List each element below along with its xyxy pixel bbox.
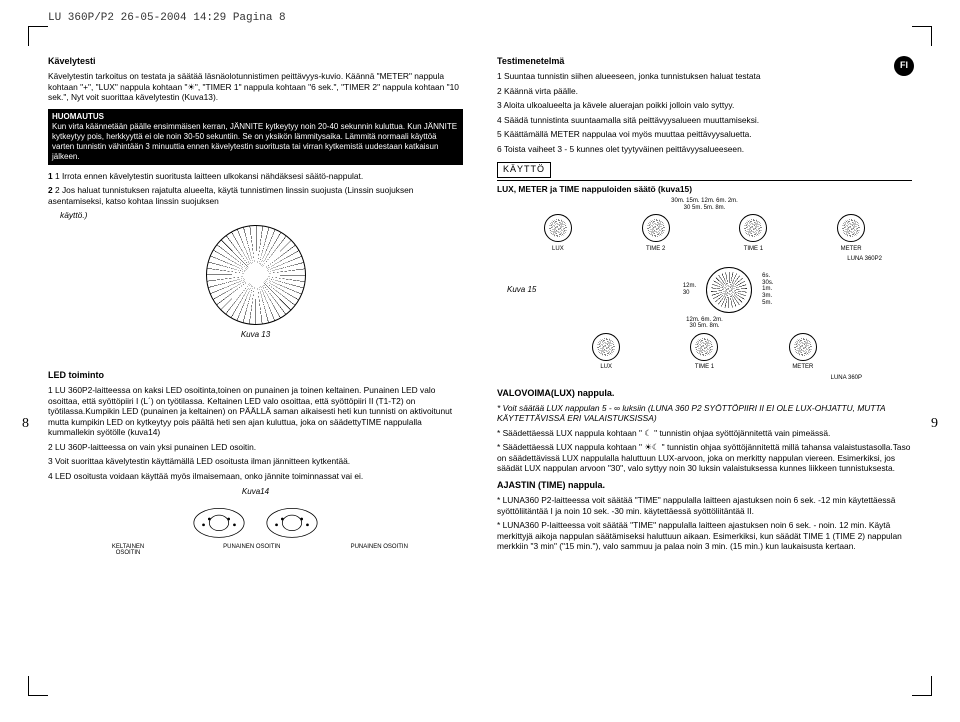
knob-nums-top: 30m. 15m. 12m. 6m. 2m. 30 5m. 5m. 8m. <box>497 198 912 211</box>
huomautus-title: HUOMAUTUS <box>52 112 104 121</box>
sensor-icon <box>190 499 248 541</box>
heading-valovoima: VALOVOIMA(LUX) nappula. <box>497 388 912 399</box>
heading-testimenetelma: Testimenetelmä <box>497 56 912 67</box>
crop-mark <box>28 26 48 46</box>
kuva14-label: Kuva14 <box>48 487 463 497</box>
paragraph: Kävelytestin tarkoitus on testata ja sää… <box>48 71 463 103</box>
knob-nums-3: 12m. 6m. 2m. 30 5m. 8m. <box>497 317 912 330</box>
cap-punainen-2: PUNAINEN OSOITIN <box>351 544 408 557</box>
fi-badge: FI <box>894 56 914 76</box>
dial-time2 <box>642 214 670 242</box>
sensor-right <box>263 499 321 544</box>
kaytto-label: käyttö.) <box>60 210 463 221</box>
dial-meter-2 <box>789 333 817 361</box>
crop-mark <box>912 26 932 46</box>
dial-label-meter-2: METER <box>785 364 821 372</box>
dial-label-time2: TIME 2 <box>638 246 674 254</box>
dial-meter <box>837 214 865 242</box>
radial-diagram <box>206 225 306 325</box>
kuva13-label: Kuva 13 <box>241 330 270 339</box>
led-3: 3 Voit suorittaa kävelytestin käyttämäll… <box>48 456 463 467</box>
tm-1: 1 Suuntaa tunnistin siihen alueeseen, jo… <box>497 71 912 82</box>
crop-mark <box>912 676 932 696</box>
page-number-right: 9 <box>931 416 938 432</box>
tm-4: 4 Säädä tunnistinta suuntaamalla sitä pe… <box>497 115 912 126</box>
dial-time1-2 <box>690 333 718 361</box>
dial-large <box>706 267 752 313</box>
left-column: Kävelytesti Kävelytestin tarkoitus on te… <box>48 56 463 666</box>
dial-row-p2: LUX TIME 2 TIME 1 METER <box>509 214 900 253</box>
valo-1: * Voit säätää LUX nappulan 5 - ∞ luksiin… <box>497 403 912 424</box>
step-1-text: 1 Irrota ennen kävelytestin suoritusta l… <box>55 171 363 181</box>
valo-2: * Säädettäessä LUX nappula kohtaan " ☾ "… <box>497 428 912 439</box>
kaytto-box-title: KÄYTTÖ <box>497 162 551 177</box>
luna-p2-label: LUNA 360P2 <box>497 256 882 263</box>
aj-2: * LUNA360 P-laitteessa voit säätää "TIME… <box>497 520 912 552</box>
aj-1: * LUNA360 P2-laitteessa voit säätää "TIM… <box>497 495 912 516</box>
dial-lux-2 <box>592 333 620 361</box>
right-column: FI Testimenetelmä 1 Suuntaa tunnistin si… <box>497 56 912 666</box>
led-4: 4 LED osoitusta voidaan käyttää myös ilm… <box>48 471 463 482</box>
dial-row-p: LUX TIME 1 METER <box>557 333 852 372</box>
heading-kavelytesti: Kävelytesti <box>48 56 463 67</box>
knob-nums-2: 12m. 30 <box>683 283 696 296</box>
valo-3: * Säädettäessä LUX nappula kohtaan " ☀☾ … <box>497 442 912 474</box>
cap-punainen-1: PUNAINEN OSOITIN <box>223 544 280 557</box>
heading-ajastin: AJASTIN (TIME) nappula. <box>497 480 912 491</box>
dial-label-lux-2: LUX <box>588 364 624 372</box>
tm-3: 3 Aloita ulkoalueelta ja kävele alueraja… <box>497 100 912 111</box>
page-body: 8 9 Kävelytesti Kävelytestin tarkoitus o… <box>48 56 912 666</box>
step-2: 2 2 Jos haluat tunnistuksen rajatulta al… <box>48 185 463 206</box>
led-2: 2 LU 360P-laitteessa on vain yksi punain… <box>48 442 463 453</box>
step-2-text: 2 Jos haluat tunnistuksen rajatulta alue… <box>48 185 413 206</box>
dial-label-meter: METER <box>833 246 869 254</box>
dial-label-time1: TIME 1 <box>735 246 771 254</box>
figure-13: Kuva 13 <box>48 225 463 340</box>
sensor-left <box>190 499 248 544</box>
side-nums: 6s. 30s. 1m. 3m. 5m. <box>762 273 773 306</box>
figure-14: Kuva14 KELTAINEN OSOITIN <box>48 487 463 557</box>
sensor-icon <box>263 499 321 541</box>
step-1: 1 1 Irrota ennen kävelytestin suoritusta… <box>48 171 463 182</box>
led-1: 1 LU 360P2-laitteessa on kaksi LED osoit… <box>48 385 463 438</box>
dial-label-time1-2: TIME 1 <box>686 364 722 372</box>
crop-mark <box>28 676 48 696</box>
tm-5: 5 Käättämällä METER nappulaa voi myös mu… <box>497 129 912 140</box>
dial-label-lux: LUX <box>540 246 576 254</box>
dial-lux <box>544 214 572 242</box>
heading-led: LED toiminto <box>48 370 463 381</box>
cap-keltainen: KELTAINEN OSOITIN <box>103 544 153 557</box>
dial-time1 <box>739 214 767 242</box>
page-header: LU 360P/P2 26-05-2004 14:29 Pagina 8 <box>48 12 286 24</box>
huomautus-box: HUOMAUTUS Kun virta käännetään päälle en… <box>48 109 463 165</box>
tm-6: 6 Toista vaiheet 3 - 5 kunnes olet tyyty… <box>497 144 912 155</box>
luna-p-label: LUNA 360P <box>497 375 862 382</box>
page-number-left: 8 <box>22 416 29 432</box>
lux-title: LUX, METER ja TIME nappuloiden säätö (ku… <box>497 184 912 195</box>
tm-2: 2 Käännä virta päälle. <box>497 86 912 97</box>
huomautus-body: Kun virta käännetään päälle ensimmäisen … <box>52 122 457 161</box>
kuva15-label: Kuva 15 <box>507 285 536 295</box>
